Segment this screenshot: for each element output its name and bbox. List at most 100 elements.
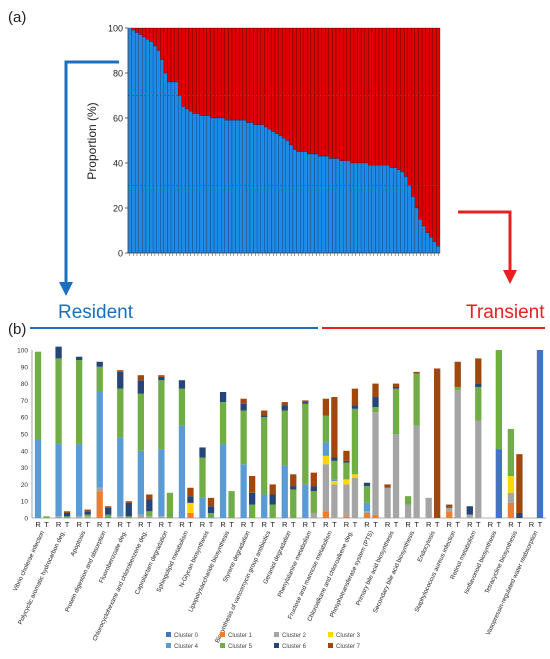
panel-b-pair-label: T	[147, 520, 152, 529]
panel-a-bar-lower	[328, 158, 333, 254]
panel-b-y-tick-label: 80	[21, 381, 29, 388]
panel-b-bar-segment	[454, 361, 461, 387]
panel-a-bar-upper	[407, 27, 412, 186]
panel-b-bar-segment	[454, 390, 461, 518]
panel-a-bar-upper	[181, 27, 186, 107]
panel-a-bar-upper	[246, 27, 251, 123]
panel-b-category-label: Secondary bile acid biosynthesis	[372, 530, 416, 614]
panel-b-bar-segment	[269, 494, 276, 505]
panel-b-bar-segment	[466, 514, 473, 518]
panel-b-bar-segment	[187, 487, 194, 497]
panel-a-bar-upper	[174, 27, 179, 83]
panel-a-bar-lower	[307, 153, 312, 254]
panel-b-bar-segment	[117, 437, 124, 517]
panel-a-bar-upper	[314, 27, 319, 155]
panel-a-bar-lower	[393, 167, 398, 254]
panel-a-bar-lower	[343, 160, 347, 254]
panel-a-bar-lower	[249, 122, 254, 254]
panel-b-bar-segment	[351, 477, 359, 518]
panel-a-bar-upper	[135, 27, 139, 33]
resident-label: Resident	[58, 302, 134, 323]
panel-b-bar-segment	[413, 373, 420, 426]
panel-a-bar-lower	[407, 185, 412, 254]
panel-b-y-tick-label: 40	[21, 448, 29, 455]
panel-b-bar-segment	[281, 402, 288, 406]
panel-a-bar-lower	[357, 162, 362, 254]
panel-b-bar-segment	[146, 499, 153, 512]
panel-a-bar-upper	[138, 27, 143, 35]
panel-a-bar-lower	[181, 106, 186, 254]
panel-b-bar-segment	[363, 512, 371, 518]
legend-label: Cluster 4	[174, 644, 199, 650]
panel-a-bar-upper	[368, 27, 373, 166]
panel-b-bar-segment	[84, 514, 91, 517]
panel-b-bar-segment	[269, 484, 276, 495]
panel-b-bar-segment	[372, 407, 379, 413]
panel-a-bar-lower	[371, 165, 376, 254]
panel-a-y-axis-label: Proportion (%)	[85, 102, 99, 179]
panel-b-bar-segment	[261, 417, 268, 495]
panel-a-bar-upper	[299, 27, 304, 152]
transient-label: Transient	[466, 302, 545, 323]
panel-b-bar-segment	[310, 512, 317, 518]
panel-b-y-tick-label: 20	[21, 482, 29, 489]
panel-b-bar-segment	[302, 402, 309, 404]
panel-b-bar-segment	[187, 502, 194, 513]
legend-label: Cluster 3	[336, 633, 361, 639]
panel-a-bar-upper	[213, 27, 218, 119]
panel-a-bar-upper	[317, 27, 322, 157]
panel-a-bar-lower	[160, 59, 165, 254]
panel-b-bar-segment	[55, 516, 62, 518]
panel-b-pair-label: T	[414, 520, 419, 529]
panel-a-bar-lower	[192, 113, 197, 254]
panel-a-bar-upper	[429, 27, 433, 238]
panel-b-bar-segment	[84, 511, 91, 515]
panel-b-bar-segment	[331, 397, 338, 458]
panel-a-bar-upper	[203, 27, 208, 116]
panel-a-bar-lower	[378, 165, 383, 254]
legend-swatch	[328, 632, 333, 637]
panel-b-bar-segment	[125, 516, 132, 518]
panel-b-category-label: Protein digestion and absorption	[64, 529, 108, 613]
panel-b-bar-segment	[105, 506, 112, 508]
panel-a-bar-upper	[393, 27, 398, 168]
panel-b-pair-label: R	[488, 520, 494, 529]
panel-b-bar-segment	[536, 350, 544, 518]
panel-a-bar-upper	[371, 27, 376, 166]
panel-b-bar-segment	[495, 350, 502, 450]
panel-a-bar-upper	[188, 27, 193, 112]
panel-b-bar-segment	[343, 484, 350, 517]
panel-a-bar-lower	[296, 151, 301, 254]
panel-a-bar-lower	[206, 115, 211, 254]
panel-b-bar-segment	[43, 516, 50, 518]
panel-b-bar-segment	[495, 449, 502, 518]
panel-b-bar-segment	[137, 393, 144, 451]
panel-a-bar-lower	[339, 160, 344, 254]
panel-b-category-label: Primary bile acid biosynthesis	[355, 530, 396, 607]
panel-a-bar-upper	[339, 27, 344, 161]
panel-a-bar-lower	[382, 165, 387, 254]
panel-b-bar-segment	[158, 376, 165, 381]
panel-b-bar-segment	[158, 375, 165, 377]
panel-b-bar-segment	[392, 434, 400, 518]
panel-a-bar-lower	[185, 108, 190, 254]
panel-a-bar-lower	[253, 124, 258, 254]
panel-a-bar-upper	[167, 27, 172, 83]
panel-a-bar-upper	[206, 27, 211, 116]
panel-b-pair-label: R	[529, 520, 535, 529]
panel-a-bar-lower	[203, 115, 208, 254]
panel-b-label: (b)	[8, 321, 26, 338]
panel-b-bar-segment	[290, 486, 297, 490]
panel-b-bar-segment	[363, 486, 371, 503]
panel-a-bar-lower	[389, 167, 394, 254]
panel-b-bar-segment	[96, 491, 103, 518]
panel-b-bar-segment	[55, 444, 62, 517]
panel-b-bar-segment	[261, 494, 268, 518]
panel-b-pair-label: R	[405, 520, 411, 529]
panel-b-bar-segment	[105, 514, 112, 518]
panel-b-bar-segment	[240, 398, 247, 404]
panel-a-bar-lower	[174, 81, 179, 254]
panel-a-bar-lower	[421, 225, 426, 254]
panel-b-bar-segment	[343, 516, 350, 518]
panel-b-category-label: Apoptosis	[69, 530, 87, 558]
